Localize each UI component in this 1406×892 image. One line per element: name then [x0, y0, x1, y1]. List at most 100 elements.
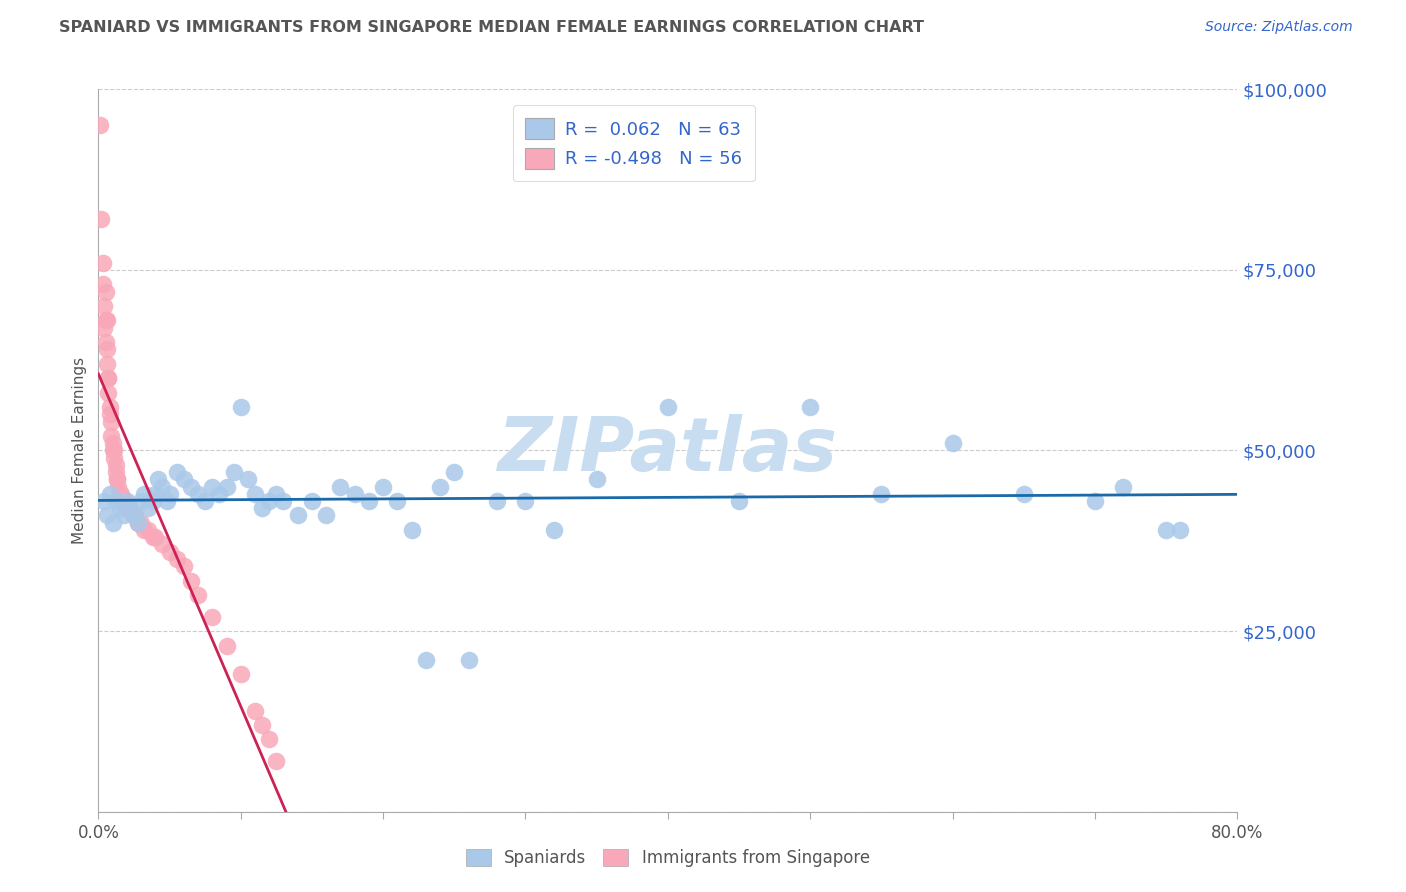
Point: [229, 667, 252, 681]
Point: [93, 299, 115, 313]
Point: [98, 407, 121, 421]
Point: [799, 400, 821, 414]
Point: [103, 443, 125, 458]
Point: [415, 653, 437, 667]
Point: [159, 487, 181, 501]
Point: [118, 501, 141, 516]
Point: [141, 494, 163, 508]
Point: [98, 400, 121, 414]
Point: [114, 494, 136, 508]
Point: [97, 371, 120, 385]
Point: [93, 494, 115, 508]
Point: [243, 487, 266, 501]
Point: [273, 494, 295, 508]
Point: [1112, 480, 1135, 494]
Point: [1154, 523, 1177, 537]
Point: [89, 118, 111, 132]
Point: [104, 494, 127, 508]
Point: [90, 212, 112, 227]
Point: [94, 285, 117, 299]
Point: [173, 472, 195, 486]
Point: [250, 501, 273, 516]
Point: [266, 487, 288, 501]
Point: [166, 551, 188, 566]
Point: [301, 494, 323, 508]
Point: [111, 494, 134, 508]
Point: [94, 313, 117, 327]
Point: [132, 487, 155, 501]
Point: [1084, 494, 1107, 508]
Point: [429, 480, 451, 494]
Point: [486, 494, 509, 508]
Point: [152, 537, 174, 551]
Point: [215, 639, 238, 653]
Point: [124, 508, 146, 523]
Point: [96, 313, 118, 327]
Point: [127, 516, 149, 530]
Point: [387, 494, 409, 508]
Point: [100, 415, 122, 429]
Point: [259, 494, 281, 508]
Point: [104, 458, 127, 472]
Point: [194, 494, 217, 508]
Point: [187, 588, 209, 602]
Point: [152, 480, 174, 494]
Point: [208, 487, 231, 501]
Point: [229, 400, 252, 414]
Point: [259, 732, 281, 747]
Point: [132, 523, 155, 537]
Point: [118, 501, 141, 516]
Point: [180, 574, 202, 588]
Point: [112, 508, 135, 523]
Point: [103, 450, 125, 465]
Point: [401, 523, 423, 537]
Point: [93, 320, 115, 334]
Point: [870, 487, 893, 501]
Text: SPANIARD VS IMMIGRANTS FROM SINGAPORE MEDIAN FEMALE EARNINGS CORRELATION CHART: SPANIARD VS IMMIGRANTS FROM SINGAPORE ME…: [59, 20, 924, 35]
Point: [127, 516, 149, 530]
Point: [145, 487, 167, 501]
Point: [105, 472, 128, 486]
Point: [201, 480, 224, 494]
Point: [180, 480, 202, 494]
Point: [266, 754, 288, 768]
Point: [115, 494, 138, 508]
Point: [136, 501, 159, 516]
Point: [187, 487, 209, 501]
Point: [201, 609, 224, 624]
Point: [166, 465, 188, 479]
Point: [315, 508, 337, 523]
Point: [96, 357, 118, 371]
Point: [657, 400, 679, 414]
Y-axis label: Median Female Earnings: Median Female Earnings: [72, 357, 87, 544]
Point: [97, 385, 120, 400]
Point: [457, 653, 479, 667]
Point: [243, 704, 266, 718]
Point: [100, 429, 122, 443]
Text: Source: ZipAtlas.com: Source: ZipAtlas.com: [1205, 20, 1353, 34]
Point: [122, 508, 145, 523]
Point: [108, 487, 131, 501]
Point: [121, 508, 143, 523]
Point: [107, 480, 129, 494]
Point: [329, 480, 352, 494]
Point: [215, 480, 238, 494]
Text: ZIPatlas: ZIPatlas: [498, 414, 838, 487]
Point: [1012, 487, 1035, 501]
Point: [101, 516, 124, 530]
Point: [373, 480, 395, 494]
Point: [728, 494, 751, 508]
Point: [585, 472, 607, 486]
Point: [108, 501, 131, 516]
Point: [173, 559, 195, 574]
Point: [96, 343, 118, 357]
Point: [94, 334, 117, 349]
Point: [110, 487, 132, 501]
Legend: Spaniards, Immigrants from Singapore: Spaniards, Immigrants from Singapore: [458, 841, 877, 876]
Point: [357, 494, 380, 508]
Point: [343, 487, 366, 501]
Point: [148, 472, 170, 486]
Point: [115, 501, 138, 516]
Point: [443, 465, 465, 479]
Point: [250, 718, 273, 732]
